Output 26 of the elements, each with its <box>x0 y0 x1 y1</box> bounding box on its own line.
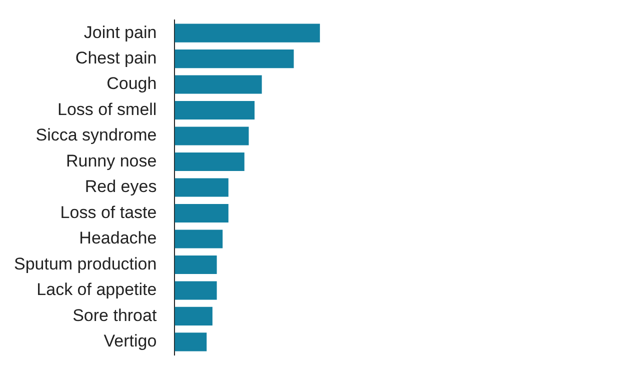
y-tick-label: Loss of smell <box>57 100 157 119</box>
bar <box>174 126 249 146</box>
bar <box>174 230 223 248</box>
bar <box>174 178 228 197</box>
y-tick-label: Chest pain <box>75 48 157 68</box>
bar <box>174 152 244 172</box>
y-tick-label: Sputum production <box>14 254 157 274</box>
y-tick-label: Loss of taste <box>60 202 157 222</box>
bar <box>174 75 262 94</box>
y-tick-label: Red eyes <box>84 177 157 196</box>
bar <box>174 255 217 274</box>
bar <box>174 204 228 223</box>
y-tick-label: Cough <box>106 74 157 94</box>
bar <box>174 24 320 42</box>
bar <box>174 306 212 326</box>
bar <box>174 50 294 68</box>
y-tick-label: Headache <box>79 228 157 248</box>
y-tick-label: Vertigo <box>104 332 157 351</box>
y-tick-label: Sicca syndrome <box>36 126 157 145</box>
y-tick-label: Sore throat <box>72 306 157 325</box>
bar <box>174 101 255 120</box>
y-tick-label: Joint pain <box>84 22 157 42</box>
y-tick-label: Lack of appetite <box>36 280 157 300</box>
bar <box>174 332 207 352</box>
y-tick-label: Runny nose <box>66 151 157 170</box>
bar <box>174 281 217 300</box>
